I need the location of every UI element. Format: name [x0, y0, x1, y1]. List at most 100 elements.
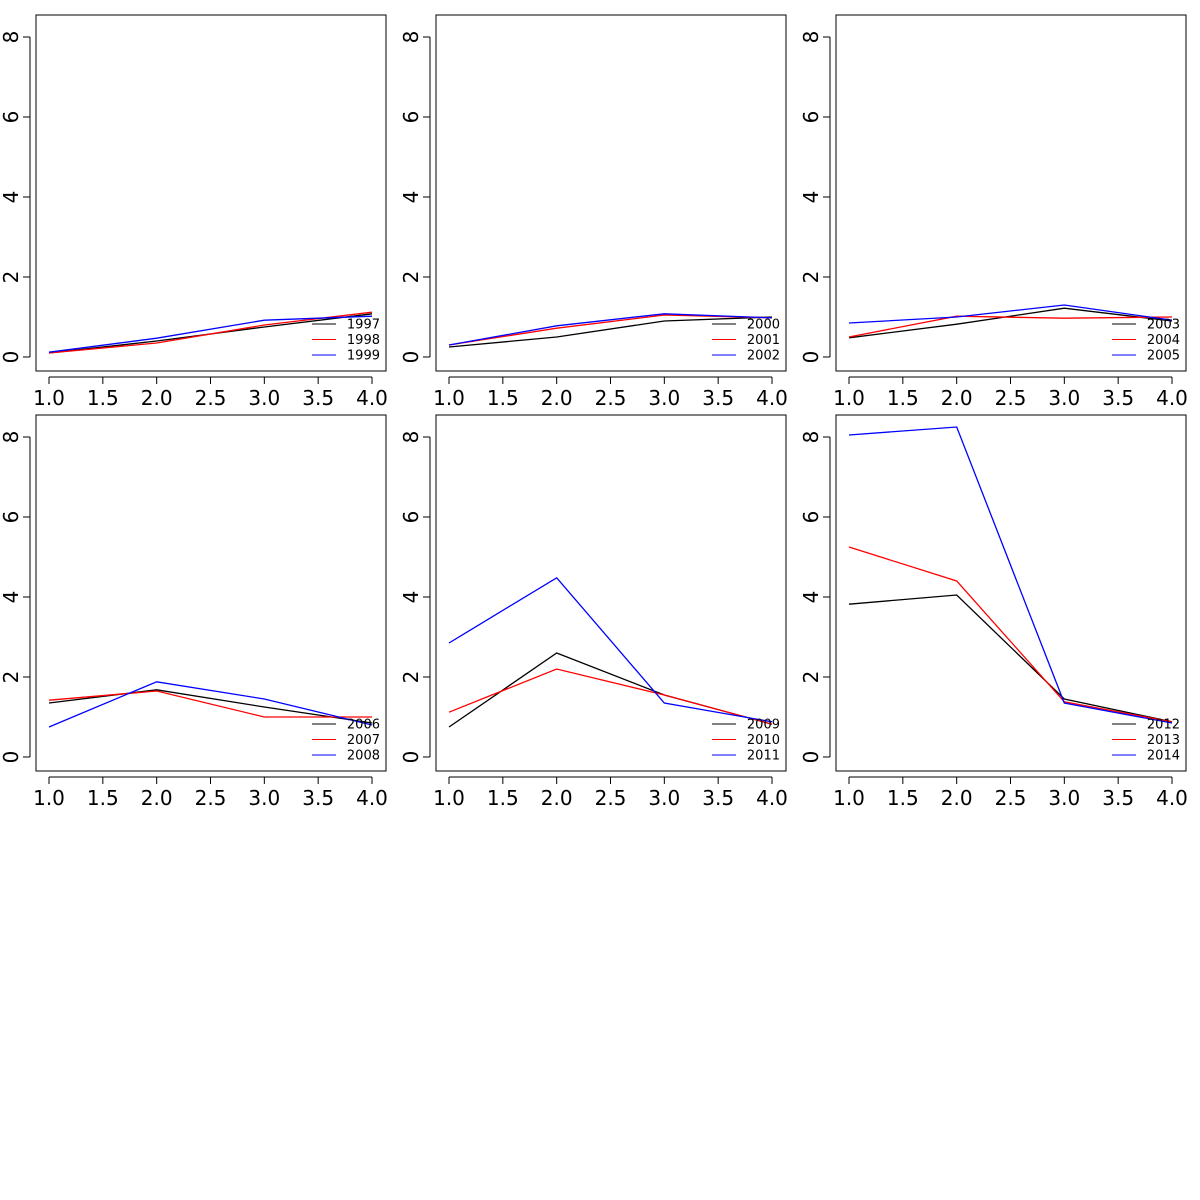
x-tick-label: 3.0 — [248, 786, 280, 810]
x-tick-label: 1.5 — [487, 786, 519, 810]
x-tick-label: 3.5 — [1102, 386, 1134, 410]
y-tick-label: 6 — [399, 111, 423, 124]
x-tick-label: 3.0 — [248, 386, 280, 410]
x-tick-label: 3.5 — [1102, 786, 1134, 810]
series-line-2005 — [848, 304, 1173, 324]
x-tick-label: 4.0 — [756, 386, 788, 410]
y-tick-label: 4 — [399, 191, 423, 204]
y-tick-label: 4 — [799, 591, 823, 604]
series-line-2009 — [448, 652, 773, 728]
y-tick-label: 4 — [799, 191, 823, 204]
y-tick-label: 6 — [799, 511, 823, 524]
x-tick-label: 1.0 — [433, 386, 465, 410]
y-tick-label: 8 — [399, 31, 423, 44]
x-tick-label: 2.0 — [941, 386, 973, 410]
series-line-2000 — [448, 316, 773, 348]
series-line-2013 — [848, 546, 1173, 723]
x-tick-label: 3.5 — [702, 386, 734, 410]
y-tick-label: 2 — [0, 671, 23, 684]
y-tick-label: 0 — [799, 751, 823, 764]
series-line-2007 — [48, 690, 372, 718]
legend-label: 2001 — [747, 333, 780, 348]
y-tick-label: 2 — [399, 671, 423, 684]
x-tick-label: 3.5 — [302, 386, 334, 410]
x-tick-label: 1.5 — [887, 786, 919, 810]
x-tick-label: 1.5 — [887, 386, 919, 410]
y-tick-label: 0 — [399, 751, 423, 764]
x-tick-label: 2.5 — [995, 386, 1027, 410]
x-tick-label: 2.0 — [541, 786, 573, 810]
x-tick-label: 1.0 — [33, 786, 65, 810]
plot-frame — [835, 14, 1187, 372]
plot-frame — [435, 414, 787, 772]
y-tick-label: 4 — [0, 591, 23, 604]
x-tick-label: 3.5 — [702, 786, 734, 810]
y-tick-label: 0 — [0, 351, 23, 364]
x-tick-label: 1.0 — [433, 786, 465, 810]
legend-label: 2007 — [347, 733, 380, 748]
y-tick-label: 8 — [0, 31, 23, 44]
x-tick-label: 2.5 — [595, 386, 627, 410]
x-tick-label: 3.0 — [648, 786, 680, 810]
x-tick-label: 1.5 — [487, 386, 519, 410]
series-line-2010 — [448, 668, 773, 725]
legend-label: 2003 — [1147, 318, 1180, 333]
x-tick-label: 3.5 — [302, 786, 334, 810]
x-tick-label: 2.0 — [141, 386, 173, 410]
plot-frame — [35, 414, 387, 772]
y-tick-label: 2 — [399, 271, 423, 284]
plot-frame — [435, 14, 787, 372]
legend-label: 2011 — [747, 749, 780, 764]
legend-label: 2000 — [747, 318, 780, 333]
x-tick-label: 2.0 — [541, 386, 573, 410]
x-tick-label: 1.0 — [833, 386, 865, 410]
legend-label: 2006 — [347, 718, 380, 733]
x-tick-label: 4.0 — [1156, 386, 1188, 410]
x-tick-label: 4.0 — [1156, 786, 1188, 810]
series-line-2006 — [48, 689, 373, 724]
y-tick-label: 4 — [399, 591, 423, 604]
legend-label: 1998 — [347, 333, 380, 348]
y-tick-label: 6 — [799, 111, 823, 124]
x-tick-label: 4.0 — [756, 786, 788, 810]
legend-label: 2012 — [1147, 718, 1180, 733]
legend-label: 2005 — [1147, 349, 1180, 364]
legend-label: 2010 — [747, 733, 780, 748]
y-tick-label: 8 — [399, 431, 423, 444]
series-line-2003 — [848, 307, 1173, 339]
x-tick-label: 3.0 — [1048, 386, 1080, 410]
legend-label: 2004 — [1147, 333, 1180, 348]
series-line-2002 — [448, 313, 773, 346]
x-tick-label: 2.5 — [195, 786, 227, 810]
y-tick-label: 2 — [799, 271, 823, 284]
x-tick-label: 1.5 — [87, 386, 119, 410]
legend-label: 2008 — [347, 749, 380, 764]
legend-label: 2014 — [1147, 749, 1180, 764]
legend-label: 2013 — [1147, 733, 1180, 748]
y-tick-label: 0 — [0, 751, 23, 764]
y-tick-label: 6 — [0, 111, 23, 124]
series-line-1999 — [48, 315, 373, 353]
x-tick-label: 1.5 — [87, 786, 119, 810]
y-tick-label: 2 — [0, 271, 23, 284]
x-tick-label: 2.0 — [141, 786, 173, 810]
y-tick-label: 0 — [799, 351, 823, 364]
series-line-2012 — [848, 594, 1173, 723]
legend-label: 1999 — [347, 349, 380, 364]
y-tick-label: 2 — [799, 671, 823, 684]
series-line-2004 — [848, 315, 1173, 338]
x-tick-label: 2.5 — [195, 386, 227, 410]
legend-label: 2002 — [747, 349, 780, 364]
y-tick-label: 8 — [799, 431, 823, 444]
y-tick-label: 4 — [0, 191, 23, 204]
